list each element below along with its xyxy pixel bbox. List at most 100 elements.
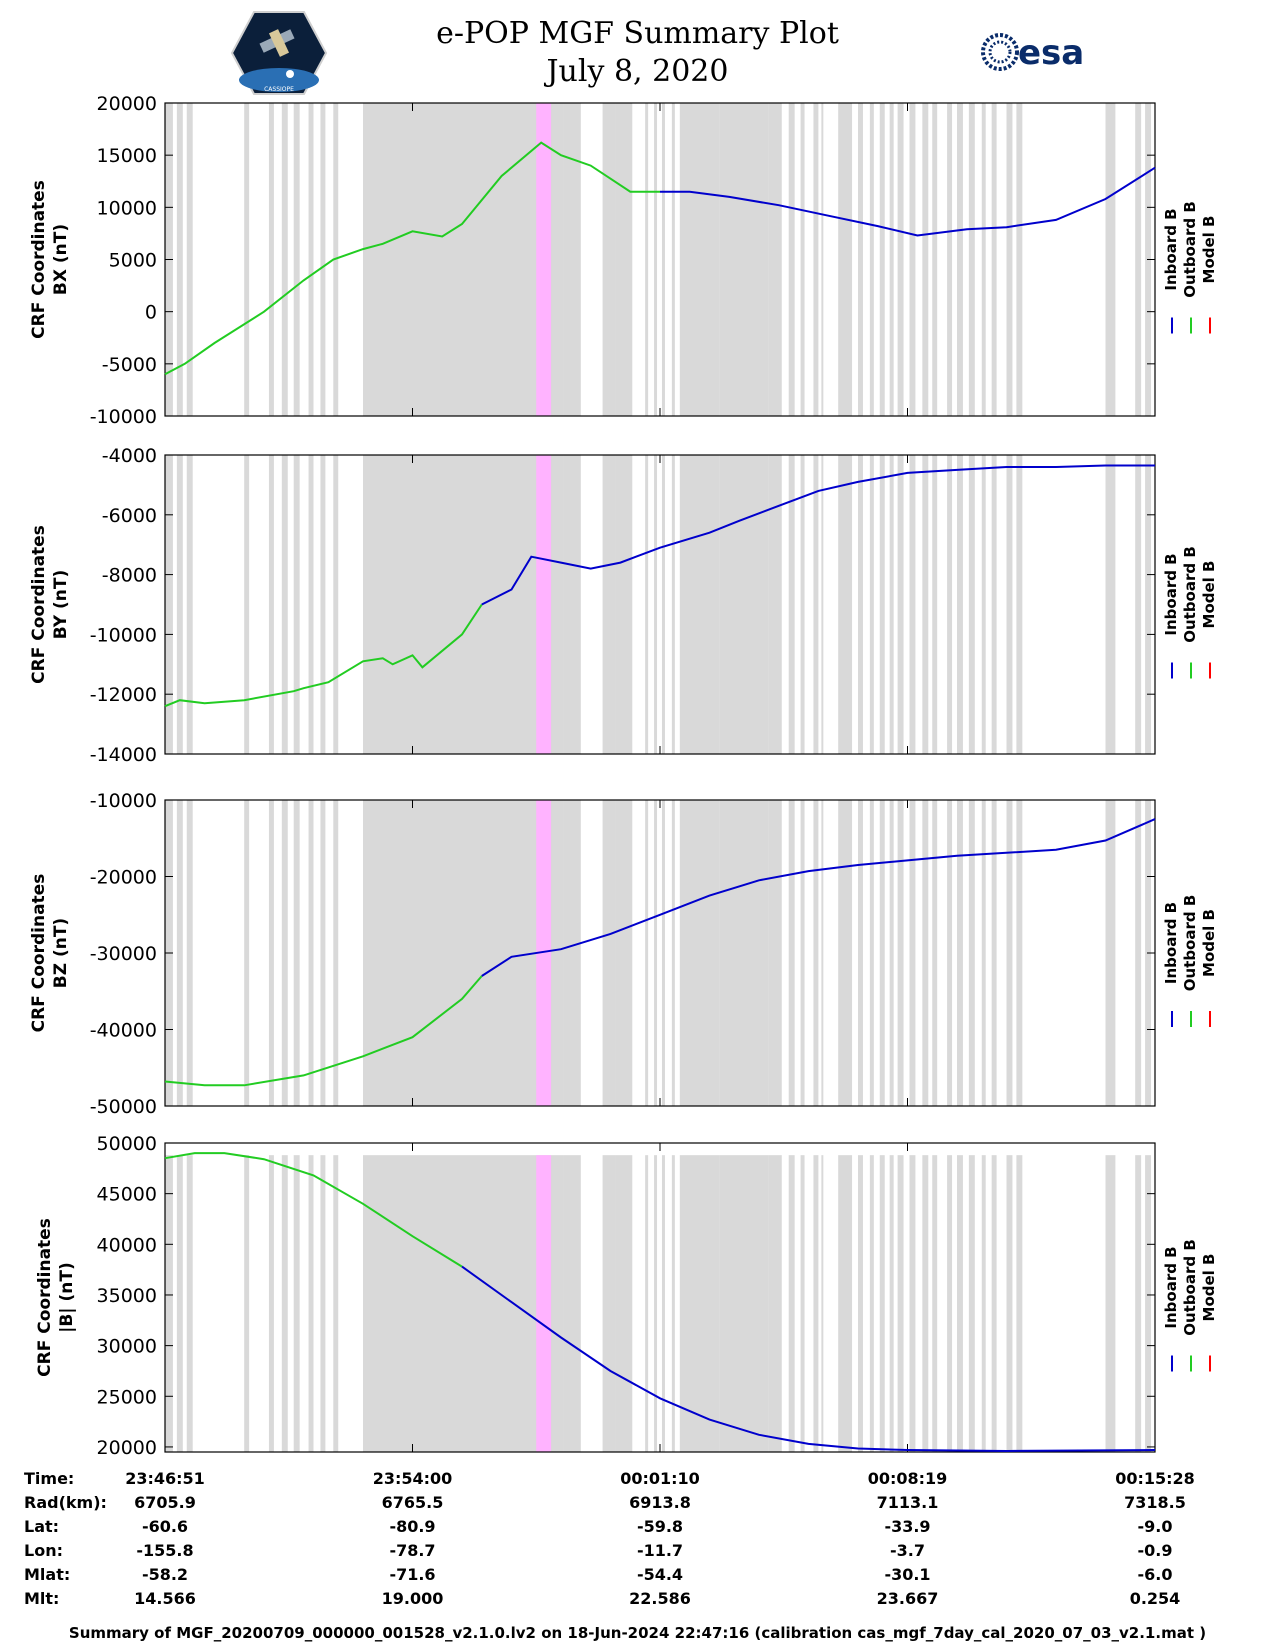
gap-band-0-12 [602, 103, 616, 416]
esa-logo: esa [980, 30, 1100, 74]
gap-band-1-43 [1145, 455, 1152, 754]
gap-band-3-1 [176, 1155, 183, 1452]
gap-band-0-18 [679, 103, 720, 416]
gap-band-1-30 [897, 455, 904, 754]
ytick-label-1-1: -6000 [102, 505, 157, 527]
gap-band-1-2 [186, 455, 193, 754]
gap-band-3-13 [615, 1155, 633, 1452]
gap-band-3-26 [858, 1155, 863, 1452]
gap-band-3-19 [719, 1155, 769, 1452]
gap-band-2-25 [838, 800, 853, 1106]
gap-band-3-40 [1016, 1155, 1023, 1452]
gap-band-1-40 [1016, 455, 1023, 754]
legend-label-0-2: Model B [1200, 216, 1218, 284]
gap-band-3-9 [333, 1155, 339, 1452]
ephemeris-value-0-1: 6705.9 [134, 1493, 196, 1512]
series-line-1-inboard-b [481, 464, 1155, 606]
ephemeris-value-1-0: 23:54:00 [373, 1469, 453, 1488]
gap-band-3-7 [308, 1155, 314, 1452]
ephemeris-value-0-4: -58.2 [142, 1565, 188, 1584]
gap-band-0-21 [788, 103, 795, 416]
gap-band-0-11 [563, 103, 581, 416]
gap-band-3-12 [602, 1155, 616, 1452]
ytick-label-1-2: -8000 [102, 565, 157, 587]
gap-band-2-16 [661, 800, 665, 1106]
ytick-label-2-2: -30000 [90, 943, 157, 965]
ylabel-line1-0: CRF Coordinates [29, 180, 49, 339]
gap-band-1-20 [768, 455, 782, 754]
gap-band-1-0 [165, 455, 173, 754]
gap-band-1-1 [176, 455, 183, 754]
legend-label-1-1: Outboard B [1181, 546, 1199, 643]
ytick-label-2-1: -20000 [90, 867, 157, 889]
gap-band-0-1 [176, 103, 183, 416]
gap-band-0-38 [991, 103, 997, 416]
gap-band-2-42 [1135, 800, 1142, 1106]
gap-band-1-19 [719, 455, 769, 754]
gap-band-1-21 [788, 455, 795, 754]
ephemeris-value-2-4: -54.4 [637, 1565, 683, 1584]
ytick-label-3-6: 20000 [97, 1437, 157, 1459]
gap-band-0-40 [1016, 103, 1023, 416]
gap-band-0-39 [1006, 103, 1013, 416]
ylabel-line1-3: CRF Coordinates [35, 1218, 55, 1377]
highlight-band-3 [536, 1155, 552, 1452]
ephemeris-value-2-1: 6913.8 [629, 1493, 691, 1512]
gap-band-0-41 [1105, 103, 1116, 416]
gap-band-2-37 [981, 800, 986, 1106]
gap-band-3-10 [363, 1155, 564, 1452]
ephemeris-value-4-5: 0.254 [1130, 1589, 1181, 1608]
ytick-label-1-0: -4000 [102, 445, 157, 467]
gap-band-0-30 [897, 103, 904, 416]
gap-band-0-13 [615, 103, 633, 416]
ytick-label-3-2: 40000 [97, 1234, 157, 1256]
legend-label-0-0: Inboard B [1162, 208, 1180, 290]
ephemeris-value-1-1: 6765.5 [382, 1493, 444, 1512]
gap-band-2-8 [320, 800, 326, 1106]
ephemeris-row-label-4: Mlat: [24, 1565, 70, 1584]
gap-band-1-11 [563, 455, 581, 754]
gap-band-2-29 [889, 800, 894, 1106]
ephemeris-value-1-4: -71.6 [389, 1565, 435, 1584]
gap-band-2-23 [813, 800, 819, 1106]
gap-band-1-32 [922, 455, 929, 754]
ephemeris-value-4-0: 00:15:28 [1115, 1469, 1195, 1488]
gap-band-3-0 [165, 1155, 173, 1452]
gap-band-1-24 [821, 455, 824, 754]
gap-band-3-11 [563, 1155, 581, 1452]
ephemeris-row-label-0: Time: [24, 1469, 74, 1488]
highlight-band-1 [536, 455, 552, 754]
gap-band-0-10 [363, 103, 564, 416]
ylabel-line2-1: BY (nT) [51, 570, 71, 640]
gap-band-1-22 [800, 455, 805, 754]
gap-band-1-42 [1135, 455, 1142, 754]
ephemeris-row-label-1: Rad(km): [24, 1493, 107, 1512]
ylabel-line1-2: CRF Coordinates [29, 874, 49, 1033]
gap-band-1-39 [1006, 455, 1013, 754]
gap-band-0-23 [813, 103, 819, 416]
gap-band-3-37 [981, 1155, 986, 1452]
legend-label-2-2: Model B [1200, 909, 1218, 977]
gap-band-1-6 [293, 455, 300, 754]
gap-band-0-14 [645, 103, 649, 416]
gap-band-0-42 [1135, 103, 1142, 416]
ytick-label-2-4: -50000 [90, 1096, 157, 1118]
ephemeris-value-2-5: 22.586 [629, 1589, 691, 1608]
gap-band-1-16 [661, 455, 665, 754]
gap-band-0-33 [932, 103, 938, 416]
ephemeris-value-3-5: 23.667 [877, 1589, 939, 1608]
gap-band-2-31 [909, 800, 916, 1106]
ephemeris-value-3-1: 7113.1 [877, 1493, 939, 1512]
series-line-1-outboard-b [164, 603, 483, 708]
gap-band-1-14 [645, 455, 649, 754]
ytick-label-1-4: -12000 [90, 684, 157, 706]
gap-band-1-18 [679, 455, 720, 754]
gap-band-2-20 [768, 800, 782, 1106]
gap-band-3-14 [645, 1155, 649, 1452]
gap-band-3-3 [244, 1155, 250, 1452]
legend-label-3-1: Outboard B [1181, 1239, 1199, 1336]
gap-band-2-36 [968, 800, 975, 1106]
highlight-band-2 [536, 800, 552, 1106]
series-line-3-inboard-b [461, 1265, 1156, 1453]
gap-band-2-5 [281, 800, 288, 1106]
